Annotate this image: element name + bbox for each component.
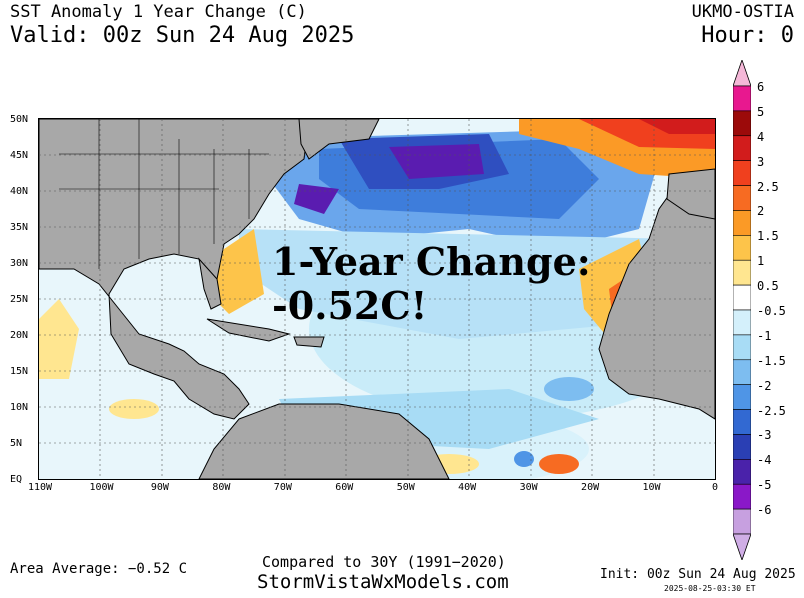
- colorbar-label: -0.5: [757, 304, 786, 318]
- graticule: [39, 119, 715, 479]
- colorbar-segment: [733, 85, 751, 112]
- colorbar-top-arrow: [733, 60, 751, 87]
- colorbar-label: -1: [757, 328, 772, 343]
- init-time: Init: 00z Sun 24 Aug 2025: [600, 567, 796, 582]
- lon-label: 10W: [642, 482, 661, 493]
- colorbar-label: 6: [757, 80, 765, 94]
- lon-label: 0: [711, 482, 718, 493]
- lat-label: 20N: [10, 330, 29, 341]
- colorbar-label: 2: [757, 204, 765, 219]
- annotation-line-2: -0.52C!: [272, 283, 428, 328]
- colorbar-segment: [733, 259, 751, 286]
- colorbar-label: 1.5: [757, 229, 779, 244]
- colorbar-segment: [733, 434, 751, 460]
- colorbar-segment: [733, 409, 751, 435]
- colorbar-label: 1: [757, 254, 765, 269]
- colorbar-label: -6: [757, 503, 772, 518]
- colorbar-segment: [733, 210, 751, 236]
- colorbar-label: -3: [757, 428, 772, 443]
- borders: [59, 119, 269, 269]
- colorbar-segment: [733, 483, 751, 510]
- colorbar-segment: [733, 508, 751, 535]
- colorbar-segment: [733, 359, 751, 385]
- colorbar-label: -4: [757, 453, 772, 468]
- lat-label: 40N: [10, 186, 29, 197]
- lat-label: 25N: [10, 294, 29, 305]
- lon-label: 30W: [519, 482, 538, 493]
- change-annotation: 1-Year Change: -0.52C!: [272, 240, 591, 328]
- lat-label: 45N: [10, 150, 29, 161]
- colorbar-segment: [733, 235, 751, 261]
- lon-label: 20W: [581, 482, 600, 493]
- lat-label: 35N: [10, 222, 29, 233]
- lon-label: 60W: [335, 482, 354, 493]
- colorbar-bottom-arrow: [733, 533, 751, 560]
- forecast-hour: Hour: 0: [701, 23, 794, 48]
- lon-label: 70W: [273, 482, 292, 493]
- lat-label: 5N: [10, 438, 23, 449]
- lon-label: 40W: [458, 482, 477, 493]
- colorbar-label: 3: [757, 154, 765, 169]
- colorbar-segment: [733, 384, 751, 410]
- site-name: StormVistaWxModels.com: [257, 571, 509, 593]
- lat-label: 10N: [10, 402, 29, 413]
- colorbar: [733, 60, 751, 560]
- chart-title: SST Anomaly 1 Year Change (C): [10, 2, 307, 22]
- colorbar-segment: [733, 185, 751, 211]
- climatology-note: Compared to 30Y (1991−2020): [262, 553, 506, 571]
- colorbar-segment: [733, 284, 751, 311]
- lon-label: 50W: [396, 482, 415, 493]
- colorbar-label: 0.5: [757, 279, 779, 294]
- annotation-line-1: 1-Year Change:: [272, 239, 591, 284]
- colorbar-segment: [733, 459, 751, 485]
- colorbar-label: 5: [757, 104, 765, 119]
- lon-label: 90W: [150, 482, 169, 493]
- colorbar-label: -1.5: [757, 353, 786, 368]
- land-masses: [39, 119, 715, 479]
- lat-label: EQ: [10, 474, 23, 485]
- generated-timestamp: 2025-08-25-03:30 ET: [664, 584, 756, 593]
- colorbar-label: 4: [757, 129, 765, 144]
- colorbar-segment: [733, 110, 751, 137]
- colorbar-label: -5: [757, 478, 772, 493]
- colorbar-segment: [733, 135, 751, 161]
- colorbar-segment: [733, 160, 751, 186]
- lat-label: 50N: [10, 114, 29, 125]
- lat-label: 15N: [10, 366, 29, 377]
- colorbar-label: -2: [757, 378, 772, 393]
- colorbar-segment: [733, 334, 751, 361]
- colorbar-segment: [733, 309, 751, 336]
- sst-map: [38, 118, 716, 480]
- model-name: UKMO-OSTIA: [691, 2, 794, 22]
- lon-label: 110W: [28, 482, 53, 493]
- lon-label: 80W: [212, 482, 231, 493]
- colorbar-label: -2.5: [757, 403, 786, 418]
- area-average: Area Average: −0.52 C: [10, 561, 188, 577]
- map-canvas: [39, 119, 715, 479]
- lat-label: 30N: [10, 258, 29, 269]
- colorbar-label: 2.5: [757, 179, 779, 194]
- lon-label: 100W: [89, 482, 114, 493]
- valid-time: Valid: 00z Sun 24 Aug 2025: [10, 23, 355, 48]
